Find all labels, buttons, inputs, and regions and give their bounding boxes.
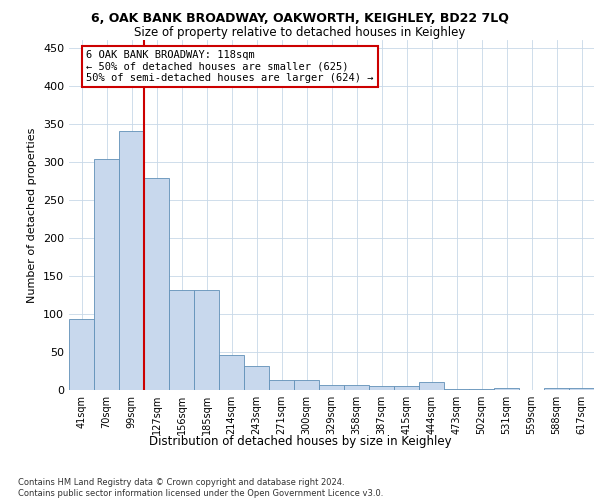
Bar <box>94 160 119 390</box>
Bar <box>219 355 244 390</box>
Text: 6, OAK BANK BROADWAY, OAKWORTH, KEIGHLEY, BD22 7LQ: 6, OAK BANK BROADWAY, OAKWORTH, KEIGHLEY… <box>91 12 509 24</box>
Bar <box>419 382 444 390</box>
Bar <box>394 386 419 390</box>
Bar <box>444 389 469 390</box>
Bar <box>269 380 294 390</box>
Text: Distribution of detached houses by size in Keighley: Distribution of detached houses by size … <box>149 435 451 448</box>
Bar <box>569 388 594 390</box>
Text: Size of property relative to detached houses in Keighley: Size of property relative to detached ho… <box>134 26 466 39</box>
Y-axis label: Number of detached properties: Number of detached properties <box>28 128 37 302</box>
Bar <box>69 319 94 390</box>
Bar <box>344 384 369 390</box>
Bar <box>369 386 394 390</box>
Text: Contains HM Land Registry data © Crown copyright and database right 2024.
Contai: Contains HM Land Registry data © Crown c… <box>18 478 383 498</box>
Text: 6 OAK BANK BROADWAY: 118sqm
← 50% of detached houses are smaller (625)
50% of se: 6 OAK BANK BROADWAY: 118sqm ← 50% of det… <box>86 50 373 83</box>
Bar <box>119 132 144 390</box>
Bar <box>544 388 569 390</box>
Bar <box>319 384 344 390</box>
Bar <box>244 366 269 390</box>
Bar <box>294 380 319 390</box>
Bar <box>494 388 519 390</box>
Bar <box>194 290 219 390</box>
Bar <box>469 389 494 390</box>
Bar <box>144 178 169 390</box>
Bar <box>169 290 194 390</box>
